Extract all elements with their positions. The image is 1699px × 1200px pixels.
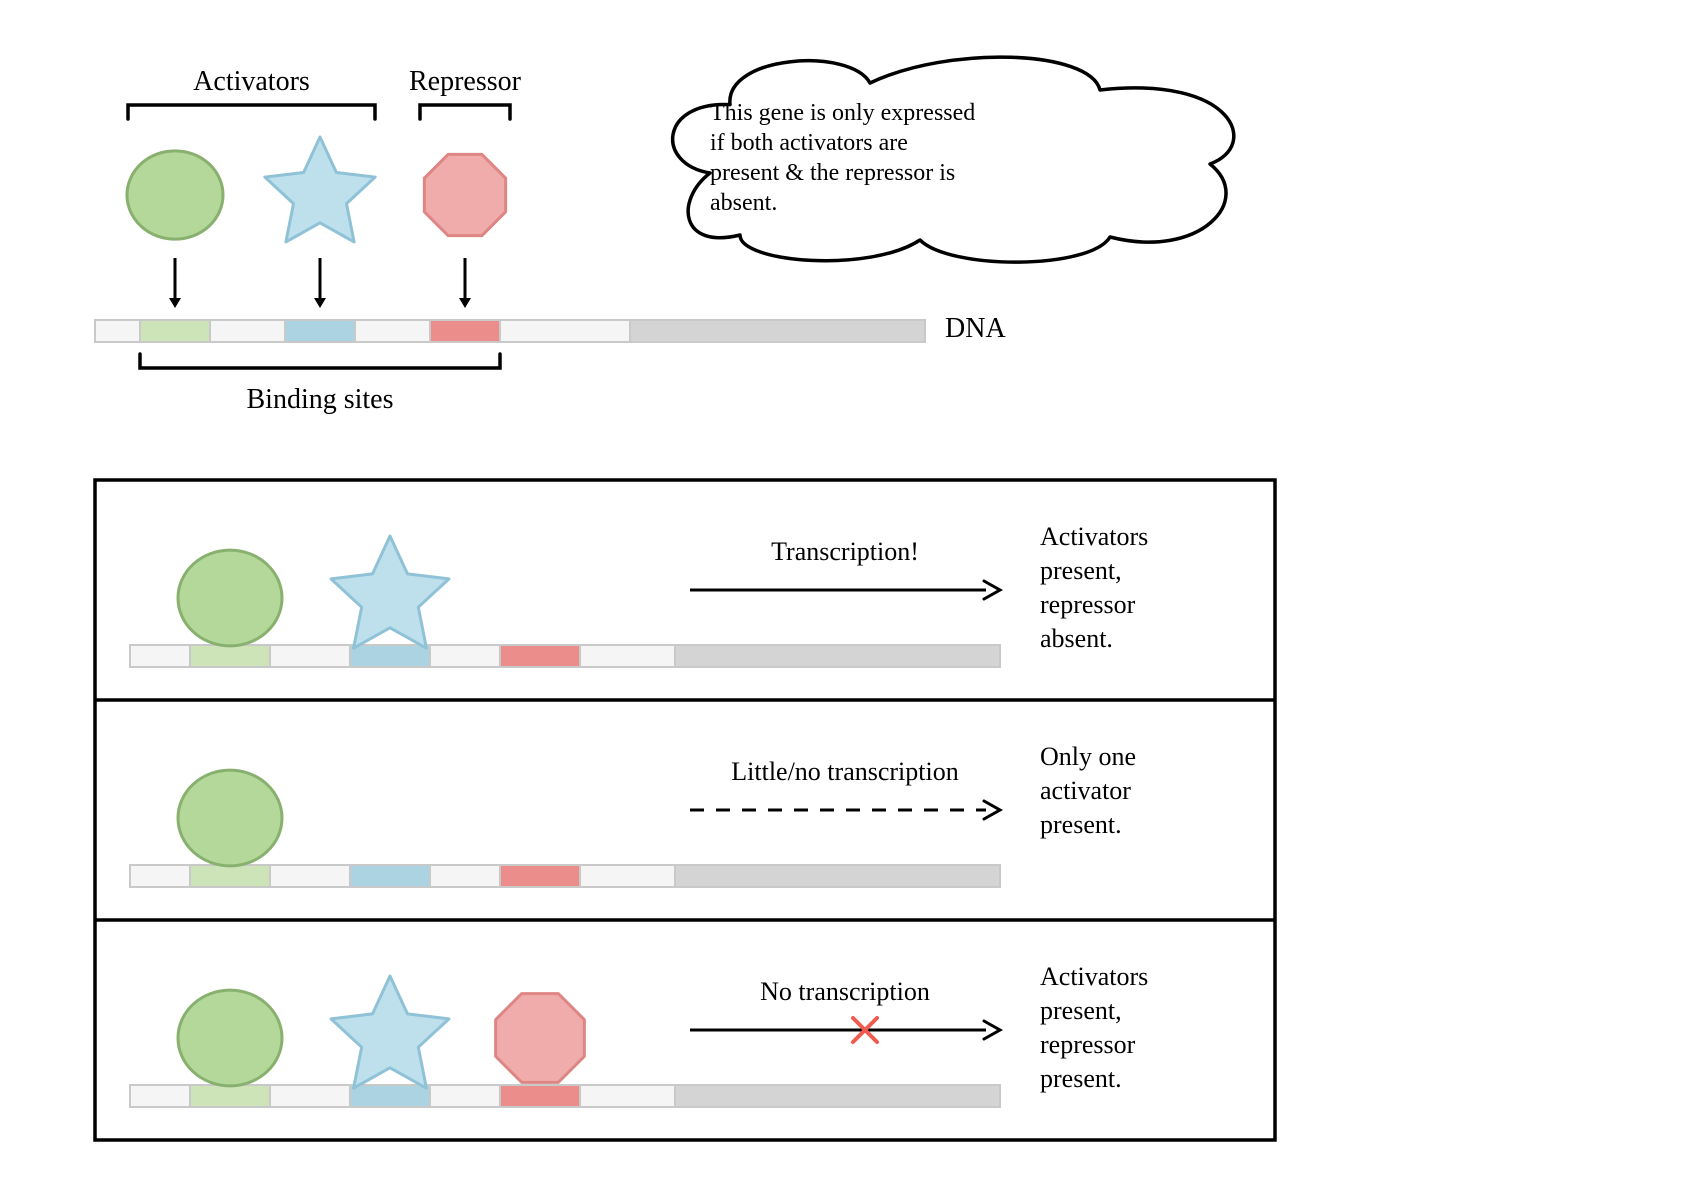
binding-site <box>500 645 580 667</box>
label-activators: Activators <box>193 66 310 97</box>
binding-site <box>350 1085 430 1107</box>
panel-desc: present. <box>1040 810 1122 839</box>
arrowhead <box>984 581 1000 599</box>
gene-region <box>675 645 1000 667</box>
arrowhead <box>984 1021 1000 1039</box>
bubble-text: This gene is only expressed <box>710 100 975 126</box>
binding-site <box>500 1085 580 1107</box>
panel-desc: Activators <box>1040 522 1148 551</box>
binding-site <box>190 865 270 887</box>
binding-site <box>430 320 500 342</box>
panel-desc: Only one <box>1040 742 1136 771</box>
activator-circle <box>178 990 282 1086</box>
activator-circle <box>178 770 282 866</box>
panel-desc: absent. <box>1040 624 1113 653</box>
binding-site <box>350 645 430 667</box>
bracket-top <box>128 105 375 119</box>
arrowhead <box>314 298 326 308</box>
arrow-label: No transcription <box>760 977 930 1006</box>
binding-site <box>140 320 210 342</box>
arrow-label: Transcription! <box>771 537 919 566</box>
bubble-text: if both activators are <box>710 130 908 156</box>
bubble-text: absent. <box>710 190 777 216</box>
activator-circle <box>127 151 223 239</box>
gene-region <box>675 1085 1000 1107</box>
activator-star <box>331 536 449 648</box>
bubble-text: present & the repressor is <box>710 160 955 186</box>
activator-circle <box>178 550 282 646</box>
panel-desc: repressor <box>1040 1030 1136 1059</box>
gene-region <box>630 320 925 342</box>
arrow-label: Little/no transcription <box>731 757 958 786</box>
repressor-octagon <box>424 154 505 235</box>
binding-site <box>500 865 580 887</box>
binding-site <box>190 1085 270 1107</box>
panel-desc: Activators <box>1040 962 1148 991</box>
label-repressor: Repressor <box>409 66 522 97</box>
binding-site <box>190 645 270 667</box>
bracket-bottom <box>140 354 500 368</box>
bracket-top <box>420 105 510 119</box>
panel-desc: present, <box>1040 556 1122 585</box>
panel-desc: activator <box>1040 776 1131 805</box>
label-dna: DNA <box>945 313 1006 344</box>
binding-site <box>350 865 430 887</box>
repressor-octagon <box>496 994 585 1083</box>
panel-desc: present. <box>1040 1064 1122 1093</box>
diagram-canvas: This gene is only expressed if both activ… <box>40 40 1320 1160</box>
panel-desc: repressor <box>1040 590 1136 619</box>
label-binding-sites: Binding sites <box>246 384 393 415</box>
binding-site <box>285 320 355 342</box>
arrowhead <box>984 801 1000 819</box>
arrowhead <box>459 298 471 308</box>
activator-star <box>265 137 375 242</box>
panel-desc: present, <box>1040 996 1122 1025</box>
arrowhead <box>169 298 181 308</box>
activator-star <box>331 976 449 1088</box>
gene-region <box>675 865 1000 887</box>
